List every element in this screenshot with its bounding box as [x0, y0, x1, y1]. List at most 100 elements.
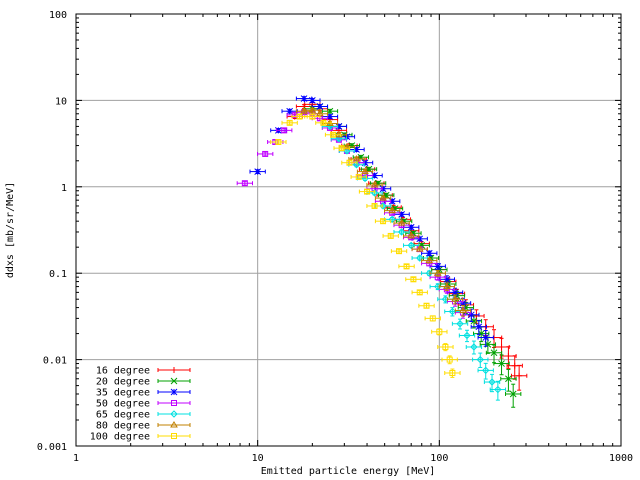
data-point [488, 378, 496, 386]
data-point [448, 307, 457, 316]
data-point [476, 355, 484, 364]
data-point [410, 276, 417, 283]
data-point [346, 159, 353, 166]
data-point [286, 119, 293, 126]
legend-item: 50 degree [96, 399, 191, 410]
data-point [434, 263, 442, 270]
data-point [511, 362, 518, 369]
y-tick-label: 0.1 [49, 269, 67, 280]
y-tick-label: 0.01 [43, 356, 67, 367]
data-point [397, 219, 406, 226]
x-tick-label: 1000 [609, 453, 633, 464]
data-point [286, 107, 294, 115]
data-point [309, 113, 316, 120]
legend-label: 50 degree [96, 399, 150, 410]
data-point [463, 331, 471, 340]
data-point [380, 218, 387, 225]
data-point [379, 202, 387, 210]
data-point [482, 334, 490, 341]
data-point [467, 311, 475, 319]
legend-item: 65 degree [96, 410, 191, 421]
data-point [442, 282, 451, 290]
data-point [361, 167, 369, 175]
data-point [316, 103, 324, 110]
data-point [505, 353, 512, 360]
data-point [309, 97, 316, 104]
data-point [416, 289, 423, 296]
data-point [407, 241, 415, 250]
data-point [371, 202, 378, 209]
data-point [403, 263, 410, 270]
data-point [490, 349, 498, 357]
data-point [371, 172, 378, 179]
data-point [509, 390, 517, 398]
data-point [407, 231, 416, 239]
data-point [416, 235, 424, 243]
axis-ticks: 1 10 100 1000 0.001 0.01 0.1 1 10 100 [37, 10, 633, 464]
legend-item: 80 degree [96, 421, 191, 432]
data-point [470, 343, 478, 351]
data-point [320, 119, 327, 126]
legend-marker [170, 377, 178, 385]
data-point [355, 173, 362, 180]
data-point [335, 135, 343, 143]
y-tick-label: 0.001 [37, 442, 67, 453]
data-point [262, 150, 269, 157]
data-point [388, 197, 396, 205]
data-point [281, 127, 288, 134]
data-point [296, 113, 303, 120]
legend-marker [171, 400, 177, 406]
data-point [370, 180, 379, 188]
data-point [254, 168, 262, 175]
data-point [387, 232, 394, 239]
legend-label: 100 degree [90, 432, 150, 443]
data-point [364, 188, 371, 195]
data-point [361, 159, 369, 167]
series-100-degree [270, 113, 461, 378]
data-point [425, 256, 434, 264]
data-point [456, 320, 464, 328]
data-point [475, 323, 483, 331]
data-point [423, 302, 430, 309]
legend-item: 35 degree [96, 388, 191, 399]
data-point [482, 366, 490, 375]
data-point [470, 317, 478, 325]
data-point [352, 154, 361, 162]
data-point [436, 328, 443, 335]
x-tick-label: 100 [430, 453, 448, 464]
data-point [451, 295, 459, 302]
data-point [397, 228, 406, 236]
series-20-degree [304, 103, 522, 408]
y-tick-label: 100 [49, 10, 67, 21]
legend-label: 16 degree [96, 366, 150, 377]
legend-label: 65 degree [96, 410, 150, 421]
data-point [446, 356, 453, 363]
x-tick-label: 1 [73, 453, 79, 464]
data-point [443, 275, 451, 283]
y-tick-label: 1 [61, 183, 67, 194]
legend-label: 35 degree [96, 388, 150, 399]
legend-item: 20 degree [96, 377, 191, 388]
data-point [353, 146, 360, 153]
data-point [451, 289, 459, 296]
data-point [407, 223, 415, 231]
data-point [498, 360, 505, 367]
data-point [335, 123, 343, 130]
legend-label: 20 degree [96, 377, 150, 388]
data-point [396, 248, 403, 255]
data-point [388, 215, 396, 224]
data-point [388, 206, 397, 214]
data-point [429, 315, 436, 322]
legend-marker [170, 421, 178, 428]
legend-marker [171, 433, 177, 439]
data-point [326, 113, 334, 120]
data-point [330, 131, 337, 138]
data-point [343, 142, 351, 150]
data-point [416, 254, 424, 262]
legend-marker [170, 388, 178, 396]
data-point [498, 343, 505, 350]
plot-frame [75, 13, 622, 447]
data-point [425, 249, 433, 257]
data-point [338, 145, 345, 152]
